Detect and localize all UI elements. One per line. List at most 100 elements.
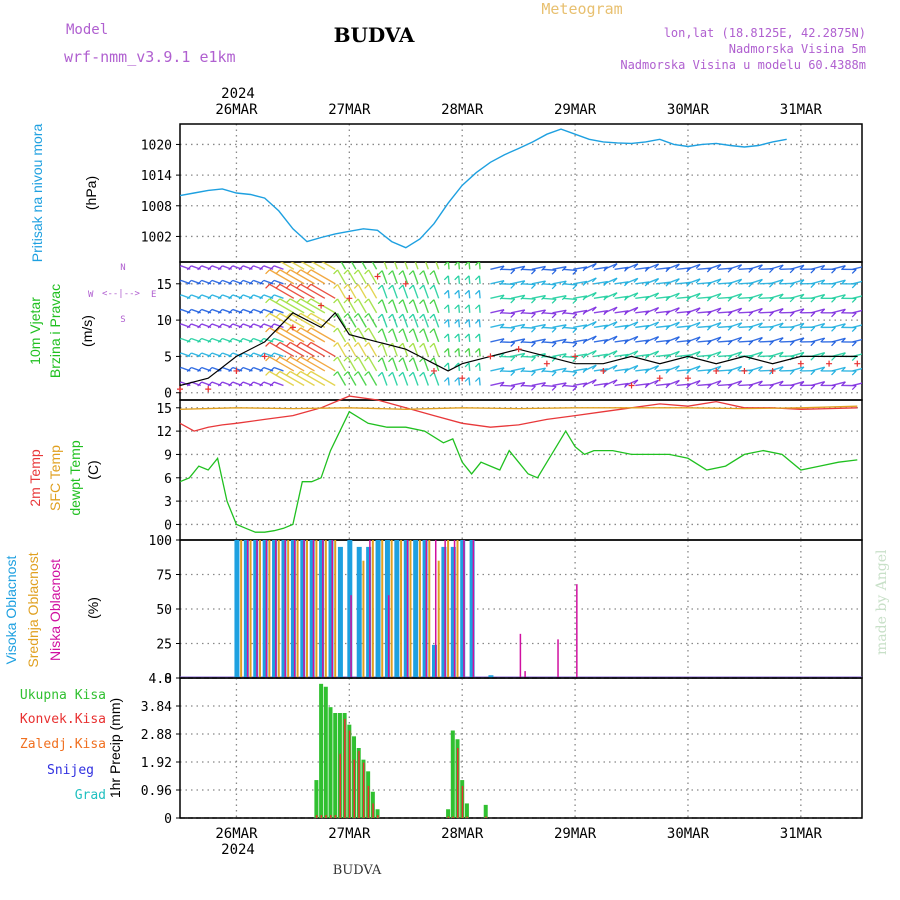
wind-barb-head: [612, 335, 618, 341]
wind-barb: [490, 381, 505, 387]
wind-barb-head: [551, 371, 557, 377]
wind-barb-head: [377, 328, 383, 334]
temp-tick-label: 3: [164, 495, 172, 510]
wind-barb-head: [769, 268, 774, 274]
high-cloud-bar: [469, 540, 475, 678]
wind-barb: [552, 265, 567, 270]
wind-barb: [645, 306, 659, 314]
wind-barb-head: [398, 342, 404, 348]
wind-barb: [433, 284, 440, 299]
wind-barb-head: [758, 322, 763, 328]
wind-barb-head: [217, 323, 223, 329]
wind-barb-head: [197, 323, 203, 329]
wind-barb: [707, 336, 722, 343]
wind-barb: [336, 356, 347, 372]
wind-barb-head: [831, 385, 836, 390]
wind-barb-head: [228, 338, 234, 343]
wind-barb: [531, 265, 546, 270]
wind-barb-head: [612, 350, 618, 356]
wind-barb: [521, 326, 536, 329]
wind-barb-head: [228, 367, 234, 372]
wind-barb-head: [259, 294, 265, 300]
wind-barb-head: [716, 336, 722, 342]
precip-tick-label: 0.96: [141, 784, 172, 799]
wind-barb-head: [207, 352, 213, 358]
wind-barb-head: [531, 298, 536, 304]
total-precip-bar: [333, 713, 338, 818]
wind-barb: [707, 380, 722, 387]
top-year-label: 2024: [221, 86, 255, 102]
wind-barb: [852, 338, 862, 343]
gust-marker: [177, 386, 183, 393]
wind-barb: [347, 356, 357, 372]
wind-barb: [645, 292, 659, 299]
panel-frame: [179, 399, 863, 541]
wind-barb: [391, 357, 398, 372]
wind-barb-head: [612, 379, 618, 385]
wind-barb: [707, 322, 722, 329]
wind-barb-head: [398, 284, 404, 290]
wind-barb-head: [333, 313, 338, 318]
total-precip-bar: [319, 683, 324, 818]
wind-barb-head: [269, 308, 275, 314]
wind-barb-head: [716, 278, 722, 284]
wind-barb-head: [841, 366, 846, 372]
wind-barb-head: [633, 306, 639, 312]
wind-barb-head: [851, 370, 857, 376]
wind-barb-head: [572, 386, 578, 392]
wind-barb: [635, 353, 650, 358]
wind-barb: [769, 278, 784, 285]
wind-barb: [655, 368, 670, 372]
mid-cloud-bar: [240, 540, 243, 678]
high-cloud-bar: [384, 540, 390, 678]
wind-barb-head: [343, 298, 349, 304]
wind-barb-head: [820, 294, 826, 299]
wind-barb-head: [265, 356, 270, 362]
wind-barb-head: [248, 308, 254, 314]
wind-barb-head: [612, 292, 618, 298]
wind-barb: [531, 323, 546, 329]
wind-barb-head: [207, 308, 213, 314]
wind-barb-head: [851, 268, 857, 274]
wind-barb: [562, 268, 577, 272]
wind-barb: [686, 278, 701, 285]
wind-barb-head: [186, 352, 192, 358]
wind-barb-head: [464, 262, 470, 266]
wind-barb-head: [810, 312, 816, 318]
wind-barb-head: [217, 279, 223, 285]
wind-tick-label: 15: [156, 278, 172, 293]
wind-barb-head: [364, 298, 370, 304]
wind-barb-head: [238, 367, 244, 372]
wind-barb: [180, 384, 181, 386]
wind-barb-head: [285, 356, 291, 362]
wind-barb-head: [695, 307, 701, 313]
wind-barb-head: [398, 299, 404, 305]
wind-barb: [583, 320, 597, 329]
wind-barb-head: [633, 379, 639, 385]
elevation-text: Nadmorska Visina 5m: [729, 42, 866, 56]
wind-barb-head: [419, 313, 424, 319]
wind-barb: [468, 290, 471, 299]
wind-barb-head: [474, 289, 480, 295]
wind-barb-head: [443, 333, 449, 339]
wind-barb-head: [572, 371, 578, 377]
wind-barb-head: [429, 313, 435, 319]
wind-barb-head: [674, 350, 680, 356]
wind-barb: [583, 379, 597, 387]
sfc-temp-line: [179, 405, 858, 410]
wind-barb: [500, 297, 515, 300]
wind-barb: [458, 262, 461, 270]
high-cloud-bar: [413, 540, 419, 678]
gust-marker: [628, 382, 635, 389]
wind-barb-head: [841, 337, 846, 343]
wind-barb-head: [296, 327, 302, 333]
wind-barb-head: [810, 297, 816, 303]
wind-barb: [593, 266, 608, 270]
wind-barb-head: [499, 323, 505, 329]
wind-barb: [447, 275, 450, 284]
wind-barb: [180, 355, 181, 357]
wind-barb-head: [769, 355, 774, 361]
wind-barb: [457, 333, 461, 342]
panel-frame: [179, 677, 863, 819]
top-day-label: 28MAR: [441, 102, 484, 118]
